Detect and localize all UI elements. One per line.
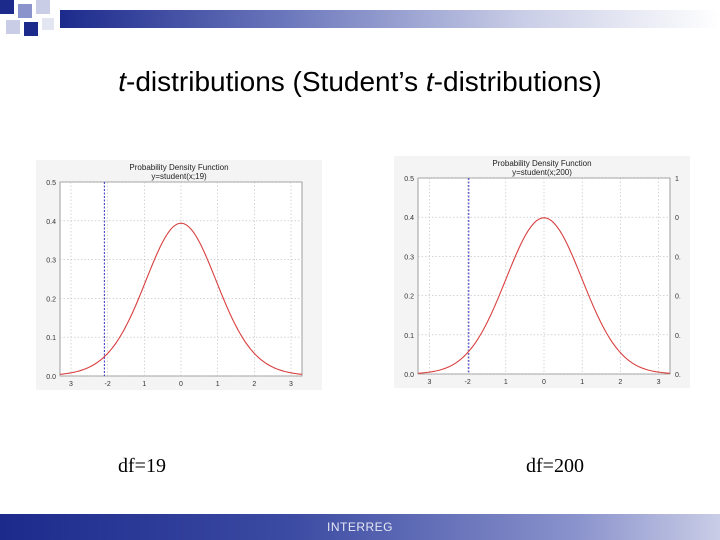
x-tick-label: 0 [179,381,183,388]
title-part-2: -distributions (Student’s [126,66,426,97]
density-curve [417,217,671,374]
x-tick-label: 0 [542,379,546,386]
title-part-1: t [118,66,127,97]
right-tick-label: 0. [675,333,681,340]
x-tick-label: 3 [289,381,293,388]
right-tick-label: 0. [675,294,681,301]
decor-square-6 [42,18,54,30]
x-tick-label: 3 [69,381,73,388]
slide-title: t-distributions (Student’s t-distributio… [0,66,720,98]
footer-text: INTERREG [326,520,393,534]
x-tick-label: 1 [504,379,508,386]
chart-subtitle: y=student(x;200) [512,168,572,177]
decor-square-2 [18,4,32,18]
chart-df200: Probability Density Functiony=student(x;… [394,156,690,388]
y-tick-label: 0.0 [404,372,414,379]
df-label-left: df=19 [118,455,166,477]
y-tick-label: 0.4 [404,215,414,222]
chart-title: Probability Density Function [129,163,228,172]
y-tick-label: 0.0 [46,374,56,381]
chart-title: Probability Density Function [492,159,591,168]
x-tick-label: -2 [105,381,111,388]
x-tick-label: 3 [428,379,432,386]
df-label-right: df=200 [526,455,584,477]
x-tick-label: 2 [252,381,256,388]
right-tick-label: 1 [675,176,679,183]
y-tick-label: 0.2 [404,294,414,301]
y-tick-label: 0.2 [46,296,56,303]
decor-square-4 [6,20,20,34]
x-tick-label: 1 [142,381,146,388]
right-tick-label: 0. [675,372,681,379]
title-part-3: t [425,66,434,97]
x-tick-label: -2 [465,379,471,386]
chart-df19: Probability Density Functiony=student(x;… [36,160,322,390]
x-tick-label: 1 [580,379,584,386]
density-curve [59,222,303,375]
y-tick-label: 0.3 [46,258,56,265]
y-tick-label: 0.3 [404,254,414,261]
x-tick-label: 1 [216,381,220,388]
x-tick-label: 2 [618,379,622,386]
chart-subtitle: y=student(x;19) [151,172,207,181]
y-tick-label: 0.1 [404,333,414,340]
decor-square-5 [24,22,38,36]
x-tick-label: 3 [657,379,661,386]
y-tick-label: 0.5 [46,180,56,187]
footer-gradient-bar [0,514,720,540]
y-tick-label: 0.5 [404,176,414,183]
right-tick-label: 0 [675,215,679,222]
title-part-4: -distributions) [433,66,602,97]
decor-square-3 [36,0,50,14]
y-tick-label: 0.1 [46,335,56,342]
decor-square-1 [0,0,14,14]
header-gradient-bar [60,10,720,28]
y-tick-label: 0.4 [46,219,56,226]
right-tick-label: 0. [675,254,681,261]
